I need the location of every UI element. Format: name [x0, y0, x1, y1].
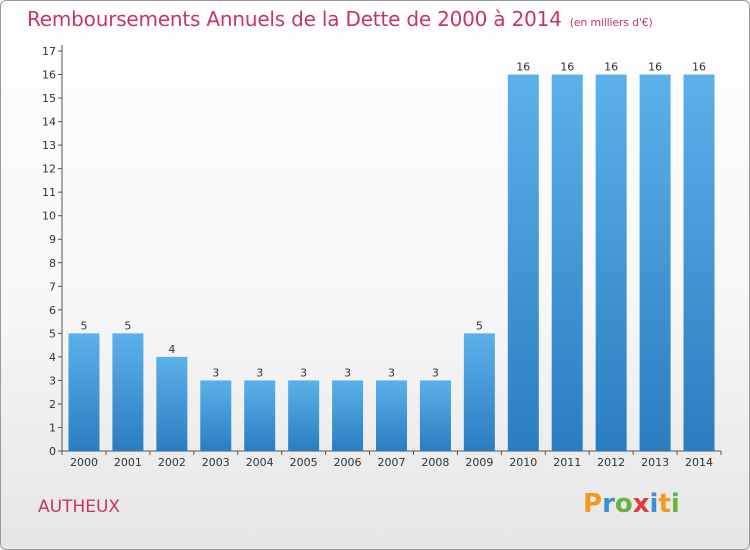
- data-label: 3: [212, 366, 219, 379]
- x-tick-label: 2009: [465, 456, 493, 469]
- data-label: 3: [300, 366, 307, 379]
- bar: [288, 380, 320, 451]
- x-tick-label: 2004: [246, 456, 274, 469]
- y-tick-label: 16: [42, 69, 56, 82]
- y-tick-label: 3: [49, 374, 56, 387]
- y-tick-label: 7: [49, 280, 56, 293]
- bar: [639, 74, 671, 451]
- x-tick-label: 2011: [553, 456, 581, 469]
- y-tick-label: 4: [49, 351, 56, 364]
- logo-letter: x: [632, 489, 650, 519]
- bars: [68, 74, 715, 451]
- y-tick-label: 5: [49, 327, 56, 340]
- bar: [156, 356, 188, 451]
- y-tick-label: 2: [49, 398, 56, 411]
- logo-letter: o: [614, 489, 633, 519]
- bar: [332, 380, 364, 451]
- y-tick-label: 15: [42, 92, 56, 105]
- x-tick-label: 2000: [70, 456, 98, 469]
- y-tick-label: 10: [42, 210, 56, 223]
- data-label: 3: [256, 366, 263, 379]
- bar: [595, 74, 627, 451]
- data-label: 3: [432, 366, 439, 379]
- y-tick-label: 0: [49, 445, 56, 458]
- x-tick-label: 2014: [685, 456, 713, 469]
- y-tick-label: 12: [42, 163, 56, 176]
- y-tick-label: 1: [49, 421, 56, 434]
- bar: [551, 74, 583, 451]
- bar: [200, 380, 232, 451]
- proxiti-logo: Proxiti: [583, 489, 680, 519]
- data-label: 5: [80, 319, 87, 332]
- bar: [244, 380, 276, 451]
- x-tick-label: 2008: [421, 456, 449, 469]
- logo-letter: r: [602, 489, 615, 519]
- bar: [376, 380, 407, 451]
- y-tick-label: 11: [42, 186, 56, 199]
- x-tick-label: 2002: [158, 456, 186, 469]
- data-label: 3: [344, 366, 351, 379]
- data-label: 3: [388, 366, 395, 379]
- x-tick-label: 2012: [597, 456, 625, 469]
- x-tick-label: 2006: [334, 456, 362, 469]
- y-tick-label: 14: [42, 116, 56, 129]
- title-text: Remboursements Annuels de la Dette de 20…: [27, 7, 562, 31]
- x-tick-label: 2001: [114, 456, 142, 469]
- logo-letter: i: [649, 489, 659, 519]
- y-tick-label: 6: [49, 304, 56, 317]
- logo-letter: i: [670, 489, 680, 519]
- bar: [507, 74, 539, 451]
- chart-title: Remboursements Annuels de la Dette de 20…: [27, 7, 653, 31]
- bar: [463, 333, 495, 451]
- bar: [419, 380, 451, 451]
- y-tick-label: 8: [49, 257, 56, 270]
- x-tick-label: 2003: [202, 456, 230, 469]
- commune-name: AUTHEUX: [38, 497, 121, 517]
- x-tick-label: 2005: [290, 456, 318, 469]
- data-label: 16: [516, 61, 530, 74]
- data-label: 16: [560, 61, 574, 74]
- chart-subtitle: (en milliers d'€): [569, 16, 653, 29]
- y-tick-label: 17: [42, 45, 56, 58]
- y-tick-label: 13: [42, 139, 56, 152]
- x-tick-label: 2007: [378, 456, 406, 469]
- bar: [683, 74, 715, 451]
- y-tick-label: 9: [49, 233, 56, 246]
- data-label: 16: [648, 61, 662, 74]
- bar: [112, 333, 144, 451]
- logo-letter: t: [658, 489, 671, 519]
- logo-letter: P: [583, 489, 603, 519]
- data-label: 5: [124, 319, 131, 332]
- data-label: 5: [476, 319, 483, 332]
- data-label: 4: [168, 343, 175, 356]
- x-tick-label: 2010: [509, 456, 537, 469]
- bar: [68, 333, 100, 451]
- data-label: 16: [604, 61, 618, 74]
- x-tick-label: 2013: [641, 456, 669, 469]
- data-label: 16: [692, 61, 706, 74]
- labels: 5 2000 5 2001 4 2002 3 2003 3 2004 3 2005 3 2006 3 2007…: [70, 61, 713, 469]
